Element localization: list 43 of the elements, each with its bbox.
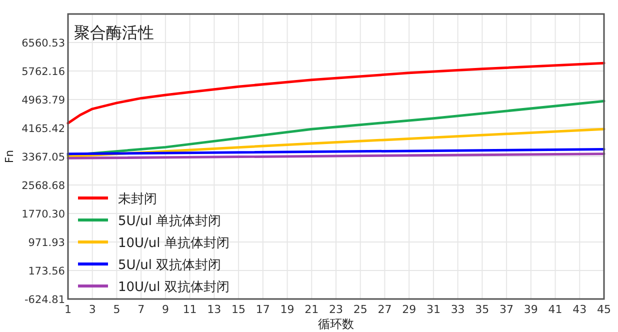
line-series bbox=[66, 62, 606, 124]
x-tick-label: 41 bbox=[548, 303, 562, 316]
y-tick-label: 971.93 bbox=[28, 237, 65, 249]
x-tick-label: 21 bbox=[304, 303, 319, 316]
x-axis-title: 循环数 bbox=[318, 317, 354, 331]
y-tick-label: -624.81 bbox=[24, 294, 65, 306]
y-tick-label: 6560.53 bbox=[22, 38, 65, 50]
legend-label: 10U/ul 双抗体封闭 bbox=[118, 280, 230, 295]
x-tick-label: 1 bbox=[64, 303, 72, 316]
x-tick-label: 43 bbox=[572, 303, 587, 316]
y-tick-label: 2568.68 bbox=[22, 180, 65, 192]
x-tick-label: 35 bbox=[475, 303, 490, 316]
y-axis-title: Fn bbox=[3, 150, 16, 164]
x-tick-label: 27 bbox=[378, 303, 392, 316]
x-tick-label: 3 bbox=[88, 303, 96, 316]
x-tick-label: 17 bbox=[256, 303, 270, 316]
legend-label: 10U/ul 单抗体封闭 bbox=[118, 236, 230, 251]
x-tick-label: 39 bbox=[524, 303, 538, 316]
y-tick-label: 1770.30 bbox=[22, 208, 65, 220]
legend-label: 未封闭 bbox=[118, 192, 157, 207]
x-tick-label: 33 bbox=[450, 303, 465, 316]
x-tick-label: 29 bbox=[402, 303, 416, 316]
y-tick-label: 4963.79 bbox=[22, 94, 65, 106]
y-tick-label: 3367.05 bbox=[22, 152, 65, 164]
legend-label: 5U/ul 双抗体封闭 bbox=[118, 258, 222, 273]
text: 聚合酶活性 bbox=[74, 23, 154, 42]
x-tick-label: 25 bbox=[353, 303, 368, 316]
x-tick-label: 37 bbox=[500, 303, 514, 316]
x-tick-label: 5 bbox=[113, 303, 120, 316]
x-tick-label: 45 bbox=[597, 303, 611, 316]
y-tick-label: 5762.16 bbox=[22, 66, 66, 78]
x-tick-label: 7 bbox=[138, 303, 145, 316]
x-tick-label: 13 bbox=[207, 303, 222, 316]
y-tick-label: 173.56 bbox=[28, 266, 66, 278]
x-tick-label: 15 bbox=[232, 303, 246, 316]
x-tick-label: 19 bbox=[280, 303, 294, 316]
x-tick-label: 9 bbox=[162, 303, 169, 316]
line-series bbox=[66, 100, 606, 157]
y-tick-label: 4165.42 bbox=[22, 123, 65, 135]
x-tick-label: 31 bbox=[426, 303, 440, 316]
legend-label: 5U/ul 单抗体封闭 bbox=[118, 214, 222, 229]
x-tick-label: 11 bbox=[182, 303, 197, 316]
x-tick-label: 23 bbox=[329, 303, 343, 316]
